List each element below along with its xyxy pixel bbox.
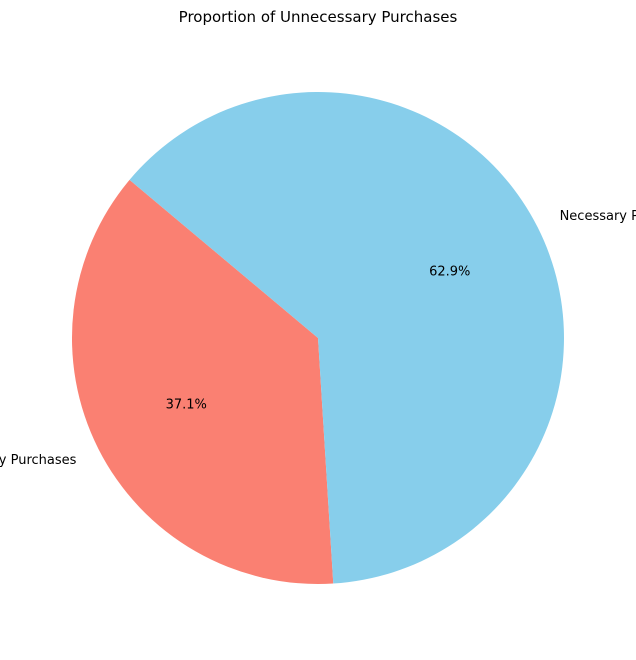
chart-title: Proportion of Unnecessary Purchases [179,8,458,26]
pct-label-unnecessary-purchases: 37.1% [166,398,207,413]
pct-label-necessary-purchases: 62.9% [429,265,470,280]
pie-slice-necessary-purchases [129,92,564,584]
pie-slice-unnecessary-purchases [71,179,334,585]
pie-labels: Unnecessary Purchases 37.1% Necessary Purc… [0,209,636,468]
slice-label-unnecessary-purchases: Unnecessary Purchases [0,453,77,468]
slice-label-necessary-purchases: Necessary Purchases [560,209,636,224]
pie-slices [71,92,564,585]
